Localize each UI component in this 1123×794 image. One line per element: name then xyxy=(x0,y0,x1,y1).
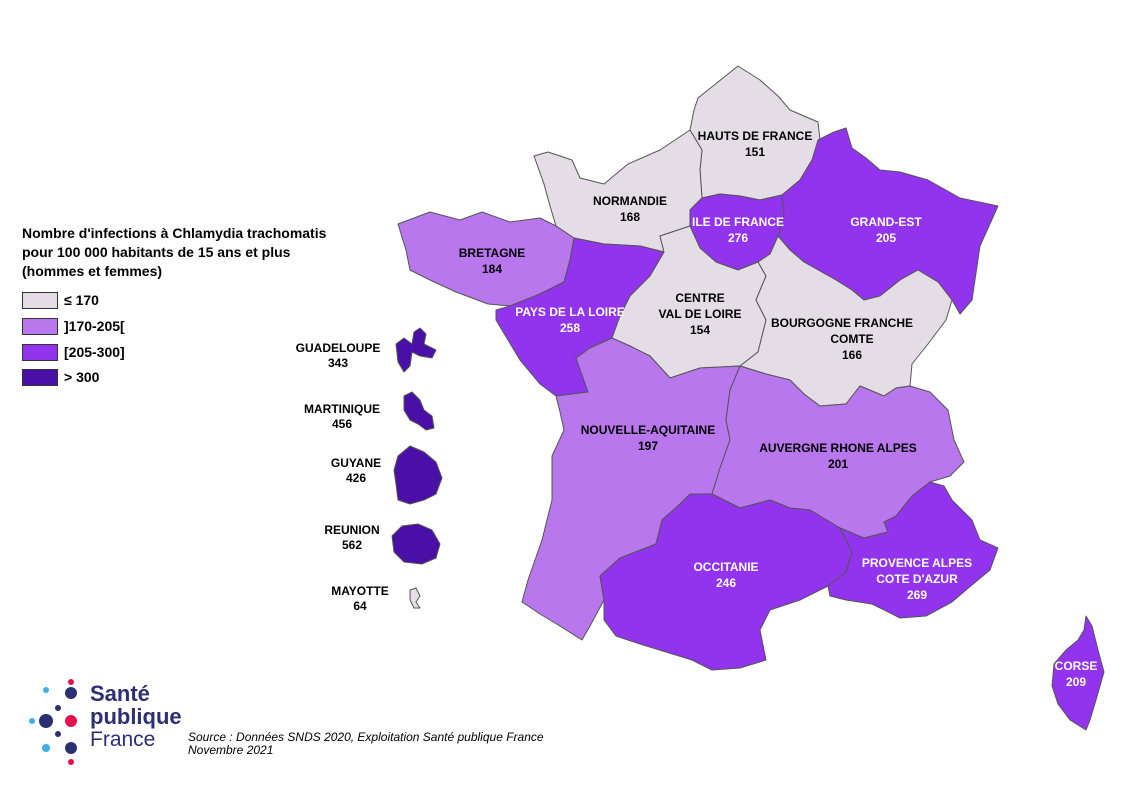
value-reunion: 562 xyxy=(342,538,362,552)
value-hauts-de-france: 151 xyxy=(745,145,765,159)
label-guadeloupe: GUADELOUPE xyxy=(296,341,381,355)
value-corse: 209 xyxy=(1066,675,1086,689)
label-nouvelle-aquitaine: NOUVELLE-AQUITAINE xyxy=(581,423,715,437)
label-centre-line1: CENTRE xyxy=(675,291,724,305)
label-guyane: GUYANE xyxy=(331,456,381,470)
value-bourgogne-franche-comte: 166 xyxy=(842,348,862,362)
label-auvergne-rhone-alpes: AUVERGNE RHONE ALPES xyxy=(759,441,917,455)
region-guyane[interactable] xyxy=(393,445,443,505)
legend-title: Nombre d'infections à Chlamydia trachoma… xyxy=(22,224,382,281)
legend-swatch xyxy=(22,343,58,361)
legend-label: ]170-205[ xyxy=(64,318,125,334)
label-occitanie: OCCITANIE xyxy=(693,560,758,574)
value-provence-alpes-cote-azur: 269 xyxy=(907,588,927,602)
legend-title-line-2: pour 100 000 habitants de 15 ans et plus xyxy=(22,244,291,260)
legend-swatch xyxy=(22,368,58,386)
legend-label: ≤ 170 xyxy=(64,292,99,308)
label-grand-est: GRAND-EST xyxy=(850,215,922,229)
legend-item-170-205: ]170-205[ xyxy=(22,316,125,336)
region-reunion[interactable] xyxy=(391,523,441,565)
value-bretagne: 184 xyxy=(482,262,502,276)
label-bfc-line1: BOURGOGNE FRANCHE xyxy=(771,316,913,330)
legend-swatch xyxy=(22,291,58,309)
value-guadeloupe: 343 xyxy=(328,356,348,370)
value-nouvelle-aquitaine: 197 xyxy=(638,439,658,453)
region-guadeloupe[interactable] xyxy=(395,327,437,373)
label-mayotte: MAYOTTE xyxy=(331,584,389,598)
value-normandie: 168 xyxy=(620,210,640,224)
source-note: Source : Données SNDS 2020, Exploitation… xyxy=(188,731,544,757)
label-hauts-de-france: HAUTS DE FRANCE xyxy=(698,129,813,143)
region-mayotte[interactable] xyxy=(409,587,421,609)
logo-line-3: France xyxy=(90,728,156,751)
value-pays-de-la-loire: 258 xyxy=(560,321,580,335)
label-bretagne: BRETAGNE xyxy=(459,246,525,260)
legend-label: > 300 xyxy=(64,369,100,385)
source-line-2: Novembre 2021 xyxy=(188,743,274,757)
legend-item-le-170: ≤ 170 xyxy=(22,290,99,310)
value-martinique: 456 xyxy=(332,417,352,431)
logo-line-2: publique xyxy=(90,704,182,729)
legend-item-gt-300: > 300 xyxy=(22,367,99,387)
label-centre-line2: VAL DE LOIRE xyxy=(659,307,742,321)
label-martinique: MARTINIQUE xyxy=(304,402,380,416)
value-ile-de-france: 276 xyxy=(728,231,748,245)
label-paca-line1: PROVENCE ALPES xyxy=(862,556,972,570)
legend-title-line-1: Nombre d'infections à Chlamydia trachoma… xyxy=(22,225,327,241)
sante-publique-france-logo-icon xyxy=(29,679,77,765)
legend-label: [205-300] xyxy=(64,344,125,360)
legend-item-205-300: [205-300] xyxy=(22,342,125,362)
region-provence-alpes-cote-azur[interactable] xyxy=(827,481,999,619)
value-guyane: 426 xyxy=(346,471,366,485)
legend-title-line-3: (hommes et femmes) xyxy=(22,263,163,279)
source-line-1: Source : Données SNDS 2020, Exploitation… xyxy=(188,730,544,744)
region-martinique[interactable] xyxy=(403,391,435,431)
value-grand-est: 205 xyxy=(876,231,896,245)
label-bfc-line2: COMTE xyxy=(830,332,873,346)
value-mayotte: 64 xyxy=(353,599,367,613)
logo-line-1: Santé xyxy=(90,681,150,706)
label-pays-de-la-loire: PAYS DE LA LOIRE xyxy=(515,305,625,319)
label-ile-de-france: ILE DE FRANCE xyxy=(692,215,784,229)
value-auvergne-rhone-alpes: 201 xyxy=(828,457,848,471)
value-centre-val-de-loire: 154 xyxy=(690,323,710,337)
value-occitanie: 246 xyxy=(716,576,736,590)
label-corse: CORSE xyxy=(1055,659,1098,673)
logo-wordmark: Santé publique France xyxy=(90,682,182,751)
label-paca-line2: COTE D'AZUR xyxy=(876,572,958,586)
region-corse[interactable] xyxy=(1051,615,1105,731)
label-normandie: NORMANDIE xyxy=(593,194,667,208)
label-reunion: REUNION xyxy=(324,523,379,537)
legend-swatch xyxy=(22,317,58,335)
